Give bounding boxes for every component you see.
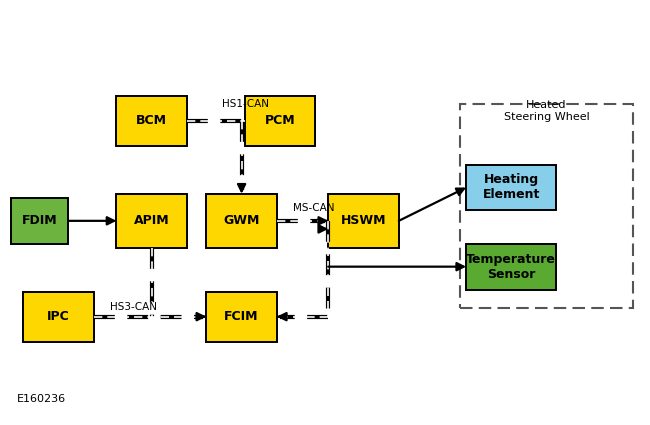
Text: FDIM: FDIM	[21, 214, 57, 227]
Text: Heated
Steering Wheel: Heated Steering Wheel	[504, 100, 590, 122]
Text: Temperature
Sensor: Temperature Sensor	[466, 253, 556, 280]
Text: MS-CAN: MS-CAN	[293, 203, 334, 213]
Text: HS3-CAN: HS3-CAN	[110, 303, 157, 312]
FancyBboxPatch shape	[10, 198, 68, 244]
Text: APIM: APIM	[134, 214, 170, 227]
FancyBboxPatch shape	[206, 194, 277, 248]
FancyBboxPatch shape	[116, 96, 187, 146]
FancyBboxPatch shape	[466, 244, 556, 289]
Text: BCM: BCM	[136, 114, 167, 127]
Text: HS1-CAN: HS1-CAN	[222, 99, 269, 109]
FancyBboxPatch shape	[116, 194, 187, 248]
Text: PCM: PCM	[265, 114, 295, 127]
FancyBboxPatch shape	[328, 194, 399, 248]
Text: IPC: IPC	[47, 310, 70, 323]
Text: Heating
Element: Heating Element	[482, 173, 540, 201]
FancyBboxPatch shape	[245, 96, 315, 146]
FancyBboxPatch shape	[206, 292, 277, 342]
Text: FCIM: FCIM	[224, 310, 259, 323]
FancyBboxPatch shape	[23, 292, 94, 342]
Text: HSWM: HSWM	[341, 214, 386, 227]
Text: GWM: GWM	[224, 214, 260, 227]
Text: E160236: E160236	[17, 394, 66, 404]
FancyBboxPatch shape	[466, 164, 556, 210]
